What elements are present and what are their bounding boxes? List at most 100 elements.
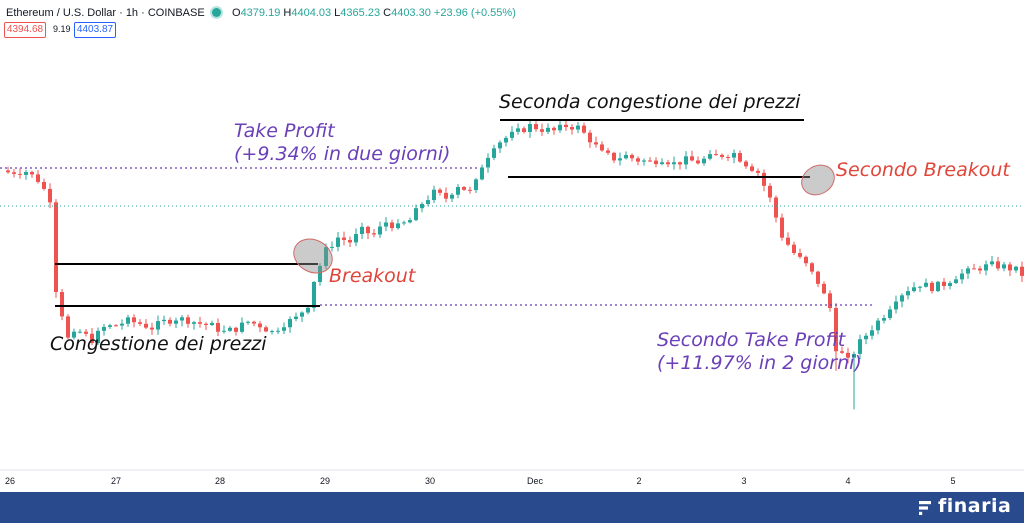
candle-body[interactable] <box>36 174 40 182</box>
candle-body[interactable] <box>606 150 610 153</box>
candle-body[interactable] <box>528 124 532 132</box>
candle-body[interactable] <box>84 331 88 334</box>
candle-body[interactable] <box>852 353 856 358</box>
candle-body[interactable] <box>978 268 982 271</box>
candle-body[interactable] <box>720 154 724 157</box>
candle-body[interactable] <box>612 152 616 161</box>
candle-body[interactable] <box>270 331 274 333</box>
candle-body[interactable] <box>924 282 928 287</box>
candle-body[interactable] <box>318 265 322 283</box>
candle-body[interactable] <box>750 166 754 171</box>
candle-body[interactable] <box>222 330 226 332</box>
candle-body[interactable] <box>684 156 688 165</box>
candle-body[interactable] <box>576 125 580 130</box>
candle-body[interactable] <box>948 283 952 287</box>
candle-body[interactable] <box>996 261 1000 269</box>
candle-body[interactable] <box>450 194 454 199</box>
candle-body[interactable] <box>42 181 46 189</box>
candle-body[interactable] <box>24 172 28 175</box>
candle-body[interactable] <box>846 352 850 358</box>
candle-body[interactable] <box>282 327 286 331</box>
candle-body[interactable] <box>780 217 784 238</box>
candle-body[interactable] <box>342 237 346 240</box>
candle-body[interactable] <box>966 268 970 274</box>
candle-body[interactable] <box>1014 266 1018 271</box>
candle-body[interactable] <box>378 226 382 235</box>
candle-body[interactable] <box>618 158 622 161</box>
candle-body[interactable] <box>708 154 712 159</box>
candle-body[interactable] <box>438 189 442 193</box>
candle-body[interactable] <box>816 271 820 284</box>
candle-body[interactable] <box>942 281 946 287</box>
candle-body[interactable] <box>516 128 520 132</box>
candle-body[interactable] <box>540 129 544 132</box>
candle-body[interactable] <box>642 160 646 162</box>
candle-body[interactable] <box>678 162 682 165</box>
candle-body[interactable] <box>204 323 208 325</box>
sell-price-box[interactable]: 4394.68 <box>4 22 46 38</box>
candle-body[interactable] <box>12 172 16 174</box>
candle-body[interactable] <box>6 170 10 173</box>
candle-body[interactable] <box>66 316 70 338</box>
candle-body[interactable] <box>456 187 460 195</box>
candle-body[interactable] <box>702 158 706 164</box>
candle-body[interactable] <box>480 167 484 180</box>
candle-body[interactable] <box>234 327 238 332</box>
candle-body[interactable] <box>294 316 298 320</box>
candle-body[interactable] <box>876 320 880 331</box>
candle-body[interactable] <box>132 317 136 323</box>
candle-body[interactable] <box>348 239 352 243</box>
candle-body[interactable] <box>666 162 670 165</box>
candle-body[interactable] <box>828 293 832 309</box>
finaria-logo[interactable]: finaria <box>938 495 1012 517</box>
candle-body[interactable] <box>462 187 466 190</box>
candle-body[interactable] <box>150 327 154 330</box>
candle-body[interactable] <box>858 339 862 354</box>
candle-body[interactable] <box>108 325 112 327</box>
candle-body[interactable] <box>774 197 778 218</box>
candle-body[interactable] <box>510 131 514 138</box>
candle-body[interactable] <box>360 226 364 235</box>
candle-body[interactable] <box>756 170 760 173</box>
candle-body[interactable] <box>144 323 148 328</box>
candle-body[interactable] <box>912 287 916 292</box>
candle-body[interactable] <box>522 128 526 132</box>
candle-body[interactable] <box>648 160 652 162</box>
candle-body[interactable] <box>258 323 262 328</box>
candle-body[interactable] <box>810 263 814 272</box>
candle-body[interactable] <box>936 281 940 292</box>
candle-body[interactable] <box>432 189 436 201</box>
candle-body[interactable] <box>990 261 994 265</box>
candle-body[interactable] <box>654 160 658 165</box>
candle-body[interactable] <box>306 307 310 313</box>
candle-body[interactable] <box>930 282 934 292</box>
candle-body[interactable] <box>48 188 52 203</box>
candle-body[interactable] <box>366 226 370 234</box>
candle-body[interactable] <box>582 125 586 133</box>
candle-body[interactable] <box>1020 266 1024 276</box>
candle-body[interactable] <box>744 161 748 167</box>
candle-body[interactable] <box>738 153 742 162</box>
price-chart[interactable]: Congestione dei prezzi Breakout Take Pro… <box>0 0 1024 492</box>
candle-body[interactable] <box>840 351 844 353</box>
candle-body[interactable] <box>444 192 448 199</box>
candle-body[interactable] <box>138 322 142 324</box>
candle-body[interactable] <box>324 247 328 266</box>
candle-body[interactable] <box>330 246 334 248</box>
candle-body[interactable] <box>174 320 178 324</box>
candle-body[interactable] <box>216 322 220 332</box>
candle-body[interactable] <box>768 185 772 198</box>
candle-body[interactable] <box>552 127 556 131</box>
candle-body[interactable] <box>636 158 640 162</box>
candle-body[interactable] <box>864 335 868 340</box>
candle-body[interactable] <box>792 244 796 254</box>
candle-body[interactable] <box>426 200 430 204</box>
candle-body[interactable] <box>186 317 190 324</box>
candle-body[interactable] <box>798 253 802 257</box>
candle-body[interactable] <box>918 286 922 288</box>
candle-body[interactable] <box>54 202 58 293</box>
candle-body[interactable] <box>168 319 172 324</box>
candle-body[interactable] <box>72 331 76 338</box>
candle-body[interactable] <box>630 154 634 159</box>
candle-body[interactable] <box>156 321 160 330</box>
